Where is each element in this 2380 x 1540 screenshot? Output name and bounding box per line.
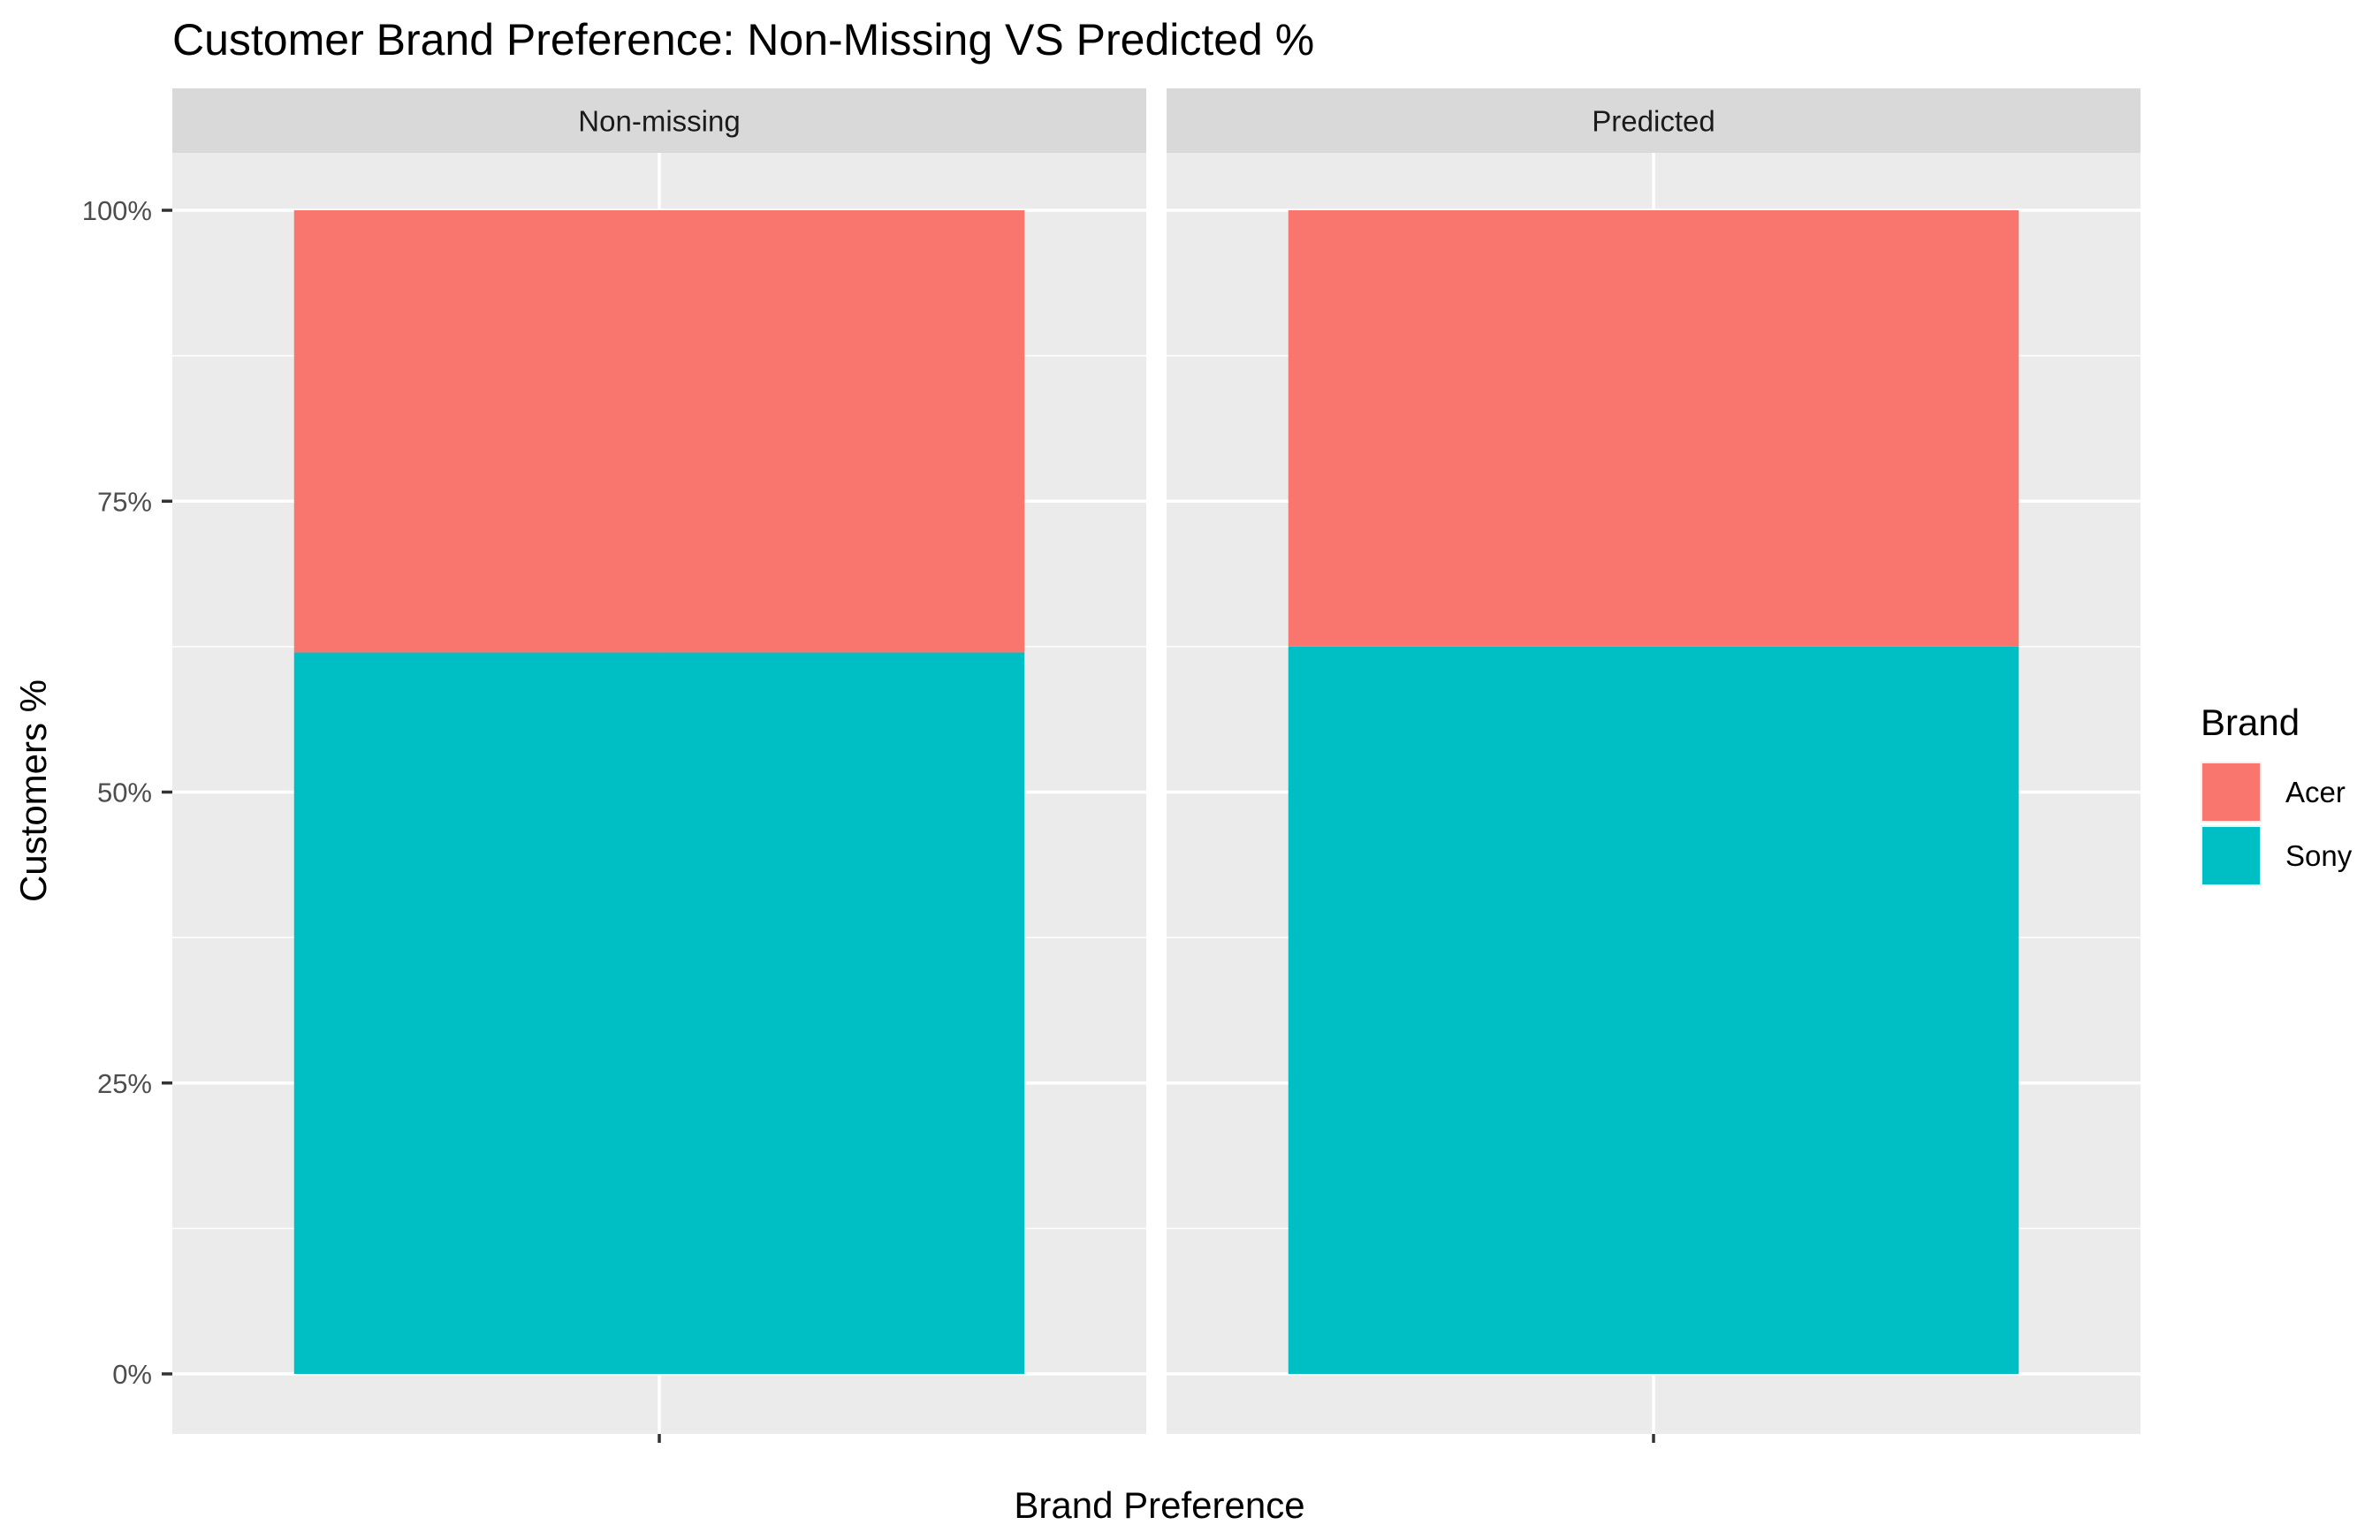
legend-title: Brand <box>2201 702 2300 743</box>
y-tick-label: 50% <box>97 778 152 808</box>
legend: Brand Acer Sony <box>2201 702 2353 886</box>
bar-acer <box>1288 210 2019 647</box>
y-tick-label: 100% <box>82 195 152 226</box>
y-axis: 0% 25% 50% 75% 100% <box>82 195 172 1390</box>
y-tick-label: 0% <box>112 1359 152 1390</box>
facet-strip-label: Non-missing <box>578 105 740 138</box>
y-axis-title: Customers % <box>12 679 54 902</box>
facet-panel: Predicted <box>1167 88 2140 1443</box>
facet-strip <box>1167 88 2140 153</box>
legend-label-acer: Acer <box>2285 776 2346 808</box>
bar-sony <box>293 652 1025 1374</box>
facet-panel: Non-missing <box>172 88 1146 1443</box>
facet-panels: Non-missing Predicted <box>172 88 2140 1443</box>
chart-title: Customer Brand Preference: Non-Missing V… <box>172 15 1314 64</box>
facet-strip-label: Predicted <box>1592 105 1715 138</box>
y-tick-label: 25% <box>97 1068 152 1099</box>
legend-label-sony: Sony <box>2285 839 2353 872</box>
bar-acer <box>293 210 1025 653</box>
legend-swatch-acer <box>2202 763 2260 821</box>
facet-strip <box>172 88 1146 153</box>
bar-sony <box>1288 646 2019 1374</box>
legend-swatch-sony <box>2202 827 2260 884</box>
y-tick-label: 75% <box>97 486 152 517</box>
x-axis-title: Brand Preference <box>1014 1484 1304 1526</box>
